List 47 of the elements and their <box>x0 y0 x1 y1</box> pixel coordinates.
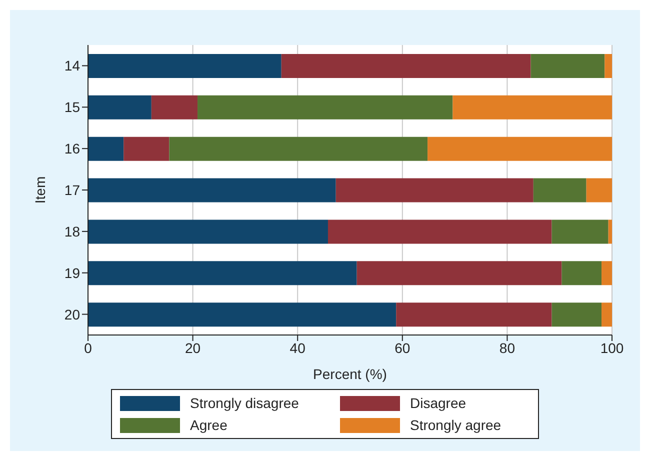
x-tick-label: 20 <box>185 340 201 356</box>
bar <box>608 220 612 244</box>
bar <box>328 220 552 244</box>
bar <box>336 178 534 202</box>
y-tick-label: 14 <box>64 58 80 74</box>
bar <box>88 261 357 286</box>
bar <box>452 95 612 120</box>
bar <box>602 261 612 286</box>
x-axis-title: Percent (%) <box>313 366 387 382</box>
y-tick-label: 17 <box>64 182 80 198</box>
legend-label: Disagree <box>410 395 466 411</box>
x-tick-label: 0 <box>84 340 92 356</box>
y-axis-title: Item <box>32 176 48 204</box>
legend-label: Agree <box>190 417 228 433</box>
bar <box>88 54 282 78</box>
bar <box>198 95 453 120</box>
bar <box>552 220 608 244</box>
bar <box>533 178 586 202</box>
bar <box>604 54 612 78</box>
bar <box>586 178 612 202</box>
bar <box>396 302 552 327</box>
x-tick-label: 60 <box>394 340 410 356</box>
bar <box>356 261 562 286</box>
bar <box>552 302 602 327</box>
bar <box>88 136 124 161</box>
x-tick-label: 40 <box>290 340 306 356</box>
bar <box>530 54 605 78</box>
y-tick-label: 18 <box>64 223 80 240</box>
bar <box>88 302 396 327</box>
bar <box>562 261 602 286</box>
x-tick-label: 80 <box>499 340 516 356</box>
y-tick-label: 15 <box>64 99 80 116</box>
y-tick-label: 20 <box>64 306 80 322</box>
legend-label: Strongly disagree <box>190 395 299 411</box>
bar <box>88 220 328 244</box>
bar <box>124 136 170 161</box>
legend-label: Strongly agree <box>410 417 502 433</box>
bar <box>169 136 428 161</box>
bar <box>428 136 612 161</box>
y-tick-label: 16 <box>64 140 80 157</box>
bar <box>281 54 531 78</box>
x-tick-label: 100 <box>600 340 624 356</box>
bar <box>151 95 198 120</box>
bar <box>88 95 152 120</box>
y-tick-label: 19 <box>64 264 80 281</box>
bar <box>602 302 612 327</box>
bar <box>88 178 336 202</box>
